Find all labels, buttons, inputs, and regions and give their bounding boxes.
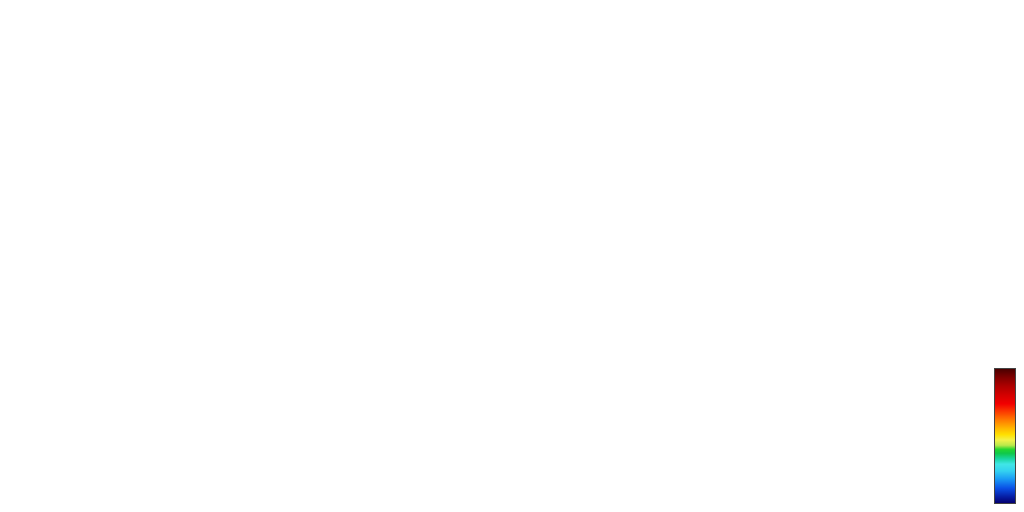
gradient-colorbar — [994, 368, 1016, 504]
